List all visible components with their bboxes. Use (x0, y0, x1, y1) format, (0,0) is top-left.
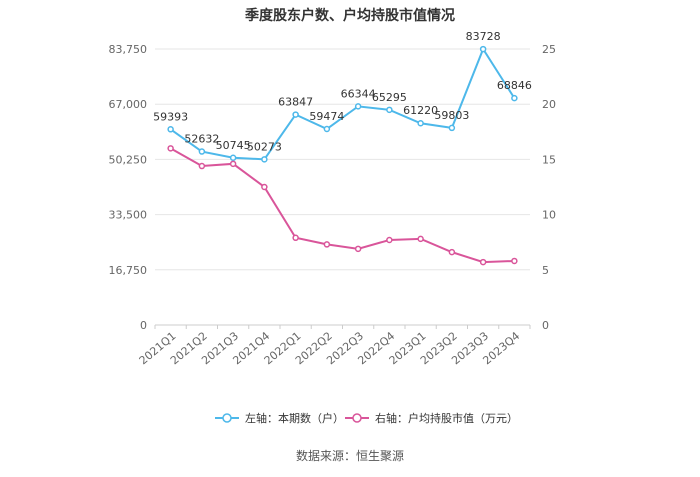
data-point (479, 45, 487, 53)
left-tick-label: 83,750 (109, 43, 148, 56)
data-point (292, 111, 299, 118)
data-point (292, 234, 299, 242)
left-tick-label: 16,750 (109, 264, 148, 277)
right-tick-label: 10 (542, 209, 556, 222)
data-label: 50273 (247, 140, 282, 153)
left-tick-label: 0 (140, 319, 147, 332)
data-point (448, 248, 456, 256)
data-label: 68846 (497, 79, 532, 92)
data-label: 59803 (434, 109, 469, 122)
data-point (198, 148, 206, 155)
data-point (511, 257, 518, 265)
data-point (386, 236, 393, 244)
data-point (229, 160, 237, 168)
right-tick-label: 20 (542, 98, 556, 111)
data-point (417, 119, 424, 127)
chart-title: 季度股东户数、户均持股市值情况 (244, 7, 455, 24)
data-label: 66344 (341, 87, 376, 100)
data-point (417, 235, 424, 243)
data-point (448, 124, 456, 132)
source-note: 数据来源：恒生聚源 (296, 448, 404, 463)
legend: 左轴：本期数（户） 右轴：户均持股市值（万元） (215, 411, 518, 425)
right-tick-label: 25 (542, 43, 556, 56)
data-point (386, 106, 393, 114)
legend-marker (352, 413, 362, 423)
left-tick-label: 50,250 (109, 153, 148, 166)
data-label: 83728 (466, 30, 501, 43)
data-point (323, 241, 331, 248)
data-point (261, 183, 268, 191)
data-label: 59393 (153, 110, 188, 123)
series-layer (167, 45, 518, 266)
right-tick-label: 0 (542, 319, 549, 332)
data-point (354, 103, 362, 110)
data-point (323, 125, 331, 133)
left-tick-label: 67,000 (109, 98, 148, 111)
series-line-2 (170, 147, 515, 264)
legend-marker (222, 413, 232, 423)
series-line-1 (170, 46, 516, 161)
data-label: 52632 (184, 133, 219, 146)
data-label: 50745 (216, 139, 251, 152)
data-point (511, 94, 518, 102)
data-point (354, 245, 362, 253)
data-point (167, 126, 174, 133)
left-tick-label: 33,500 (109, 209, 148, 222)
right-tick-label: 15 (542, 153, 556, 166)
data-point (261, 156, 268, 163)
data-label: 63847 (278, 96, 313, 109)
data-label: 59474 (309, 110, 344, 123)
data-point (198, 162, 206, 170)
data-label: 65295 (372, 91, 407, 104)
data-point (229, 154, 237, 162)
data-point (479, 258, 487, 266)
axis-layer: 0 16,750 33,500 50,250 67,000 83,750 0 5 10 15 20 2… (109, 43, 557, 367)
legend-label: 右轴：户均持股市值（万元） (375, 411, 518, 425)
data-label: 61220 (403, 104, 438, 117)
data-point (167, 145, 174, 152)
legend-label: 左轴：本期数（户） (245, 411, 344, 425)
right-tick-label: 5 (542, 264, 549, 277)
